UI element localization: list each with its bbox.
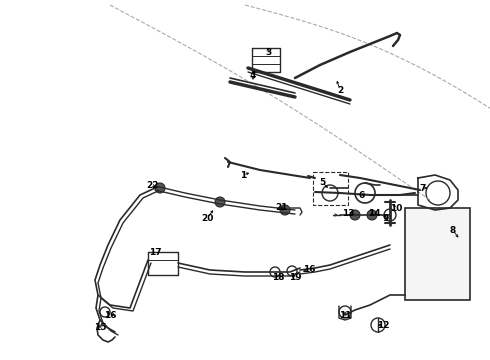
Text: 16: 16 <box>104 310 116 320</box>
Circle shape <box>280 205 290 215</box>
Text: 20: 20 <box>201 213 213 222</box>
Text: 3: 3 <box>265 48 271 57</box>
Text: 10: 10 <box>390 203 402 212</box>
Text: 7: 7 <box>420 184 426 193</box>
Text: 2: 2 <box>337 86 343 95</box>
Text: 14: 14 <box>368 208 380 217</box>
Circle shape <box>367 210 377 220</box>
Text: 17: 17 <box>148 248 161 257</box>
Text: 12: 12 <box>377 320 389 329</box>
Text: 16: 16 <box>303 266 315 274</box>
Text: 1: 1 <box>240 171 246 180</box>
Text: 4: 4 <box>250 71 256 80</box>
Text: 9: 9 <box>383 213 389 222</box>
Circle shape <box>350 210 360 220</box>
Text: 15: 15 <box>94 324 106 333</box>
Polygon shape <box>405 208 470 300</box>
Circle shape <box>155 183 165 193</box>
Circle shape <box>215 197 225 207</box>
Text: 21: 21 <box>276 202 288 212</box>
Text: 18: 18 <box>272 274 284 283</box>
Text: 5: 5 <box>319 177 325 186</box>
Text: 19: 19 <box>289 274 301 283</box>
Text: 6: 6 <box>359 190 365 199</box>
Text: 13: 13 <box>342 208 354 217</box>
Text: 11: 11 <box>339 310 351 320</box>
Text: 22: 22 <box>146 180 158 189</box>
Text: 8: 8 <box>450 225 456 234</box>
